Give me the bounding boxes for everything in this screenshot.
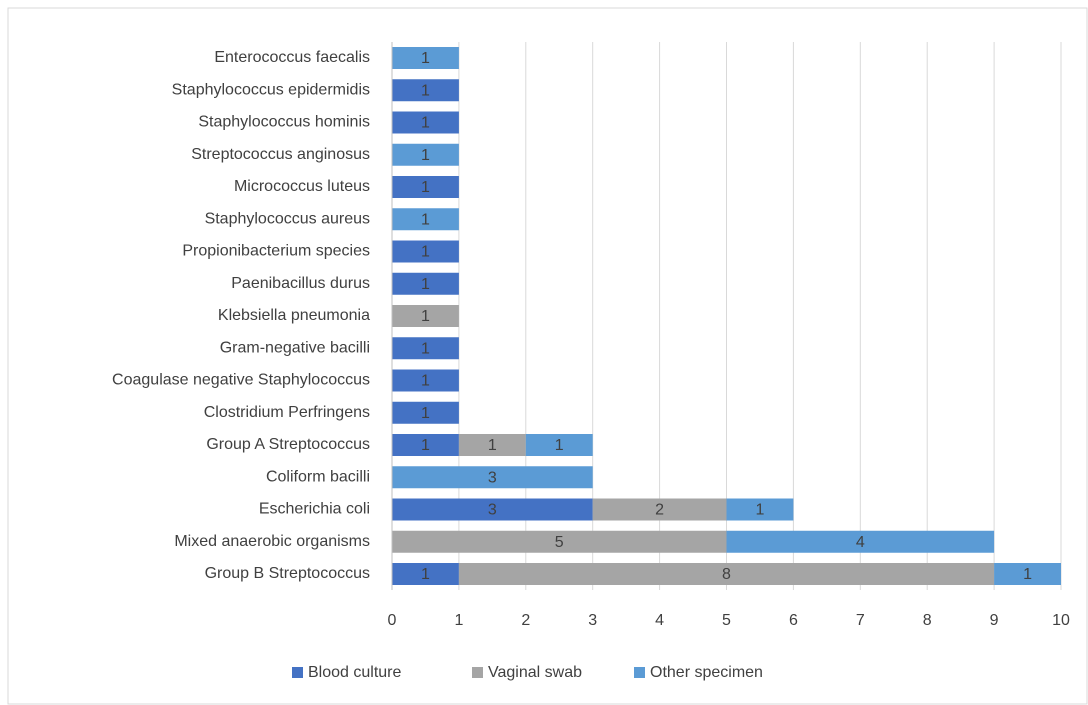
legend-label: Vaginal swab <box>488 664 582 681</box>
bar-segment <box>392 47 459 69</box>
x-tick-label: 2 <box>521 612 530 629</box>
data-label: 1 <box>421 147 430 164</box>
y-tick-label: Coagulase negative Staphylococcus <box>112 372 370 389</box>
bar-segment <box>392 498 593 521</box>
bar-segment <box>392 530 727 553</box>
x-tick-label: 3 <box>588 612 597 629</box>
bar-segment <box>392 466 593 489</box>
data-label: 1 <box>421 179 430 196</box>
x-tick-label: 4 <box>655 612 664 629</box>
data-label: 1 <box>421 244 430 261</box>
bar-segment <box>525 434 593 456</box>
bar-segment <box>392 434 459 456</box>
y-tick-label: Staphylococcus epidermidis <box>172 81 370 98</box>
bar-segment <box>392 401 459 424</box>
data-label: 1 <box>1023 566 1032 583</box>
bar-segment <box>392 111 459 134</box>
data-label: 3 <box>488 502 497 519</box>
data-label: 1 <box>755 502 764 519</box>
data-label: 3 <box>488 469 497 486</box>
legend-swatch <box>634 667 645 678</box>
bar-segment <box>392 79 459 102</box>
y-tick-label: Gram-negative bacilli <box>220 339 370 356</box>
y-tick-label: Staphylococcus aureus <box>205 210 370 227</box>
bar-segment <box>392 272 459 295</box>
bar-segment <box>458 563 995 585</box>
bar-segment <box>392 208 459 231</box>
x-tick-label: 10 <box>1052 612 1070 629</box>
data-label: 1 <box>421 566 430 583</box>
data-label: 4 <box>856 534 865 551</box>
x-tick-label: 9 <box>990 612 999 629</box>
bar-segment <box>392 143 459 166</box>
legend-swatch <box>292 667 303 678</box>
y-tick-label: Mixed anaerobic organisms <box>174 533 370 550</box>
data-label: 1 <box>421 405 430 422</box>
bar-segment <box>392 305 459 327</box>
y-tick-label: Escherichia coli <box>259 501 370 518</box>
y-tick-label: Enterococcus faecalis <box>214 49 370 66</box>
data-label: 2 <box>655 502 664 519</box>
data-label: 1 <box>421 373 430 390</box>
data-label: 8 <box>722 566 731 583</box>
bar-segment <box>392 337 459 360</box>
y-tick-label: Klebsiella pneumonia <box>218 307 370 324</box>
y-tick-label: Clostridium Perfringens <box>204 404 370 421</box>
x-tick-label: 1 <box>454 612 463 629</box>
bar-segment <box>726 498 794 521</box>
bar-segment <box>726 530 995 553</box>
legend-label: Other specimen <box>650 664 763 681</box>
data-label: 1 <box>421 82 430 99</box>
data-label: 1 <box>488 437 497 454</box>
y-tick-label: Group A Streptococcus <box>206 436 370 453</box>
x-tick-label: 7 <box>856 612 865 629</box>
y-tick-label: Staphylococcus hominis <box>198 114 370 131</box>
y-tick-label: Group B Streptococcus <box>205 565 370 582</box>
data-label: 1 <box>421 308 430 325</box>
y-tick-label: Coliform bacilli <box>266 468 370 485</box>
y-tick-label: Propionibacterium species <box>182 243 370 260</box>
y-tick-label: Micrococcus luteus <box>234 178 370 195</box>
bar-segment <box>392 563 459 585</box>
data-label: 1 <box>421 276 430 293</box>
legend-label: Blood culture <box>308 664 401 681</box>
chart-border <box>7 7 1088 705</box>
bar-segment <box>392 240 459 263</box>
data-label: 1 <box>421 437 430 454</box>
data-label: 1 <box>555 437 564 454</box>
y-tick-label: Paenibacillus durus <box>231 275 370 292</box>
x-tick-label: 8 <box>923 612 932 629</box>
data-label: 1 <box>421 340 430 357</box>
data-label: 5 <box>555 534 564 551</box>
data-label: 1 <box>421 50 430 67</box>
legend-swatch <box>472 667 483 678</box>
y-tick-label: Streptococcus anginosus <box>191 146 370 163</box>
bar-segment <box>392 369 459 392</box>
x-tick-label: 5 <box>722 612 731 629</box>
bar-segment <box>392 176 459 198</box>
x-tick-label: 0 <box>388 612 397 629</box>
bar-segment <box>458 434 526 456</box>
data-label: 1 <box>421 211 430 228</box>
data-label: 1 <box>421 115 430 132</box>
bar-segment <box>592 498 727 521</box>
bar-segment <box>994 563 1061 585</box>
x-tick-label: 6 <box>789 612 798 629</box>
